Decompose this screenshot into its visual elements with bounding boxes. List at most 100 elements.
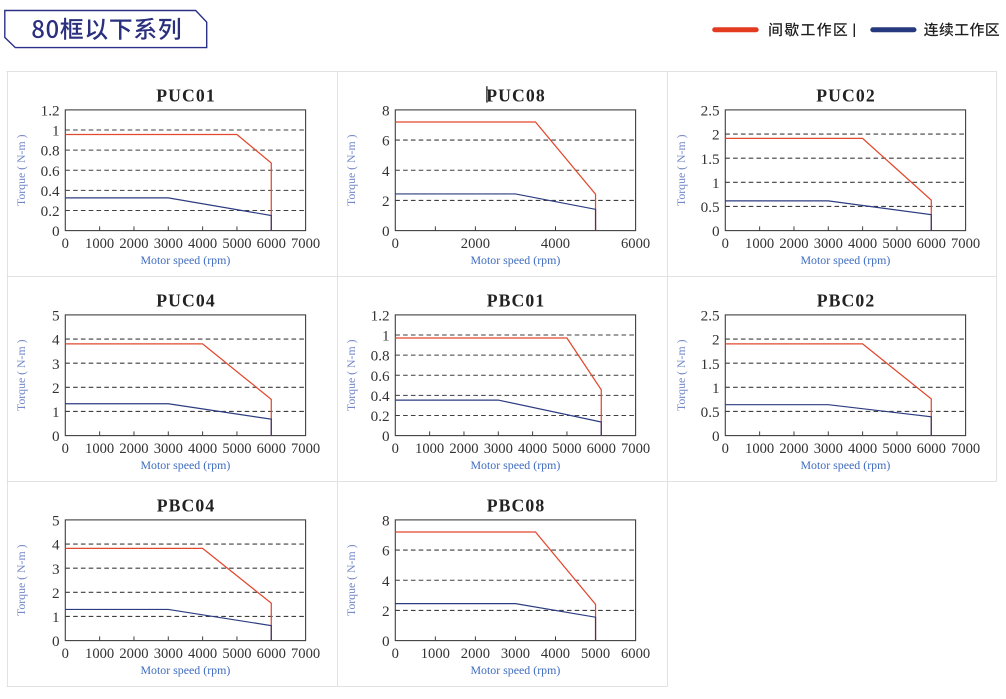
svg-text:3000: 3000 [154,236,183,252]
svg-text:2000: 2000 [449,441,478,457]
svg-text:2.5: 2.5 [701,308,720,325]
svg-text:4: 4 [52,332,60,349]
svg-text:0: 0 [62,646,69,662]
svg-text:PUC04: PUC04 [156,290,216,310]
svg-text:6000: 6000 [917,441,946,457]
svg-text:0: 0 [382,428,390,445]
svg-text:PUC02: PUC02 [816,85,876,105]
svg-text:Torque ( N-m ): Torque ( N-m ) [344,134,358,206]
svg-text:7000: 7000 [951,441,980,457]
svg-text:0.4: 0.4 [371,388,390,405]
svg-text:6: 6 [382,543,390,560]
svg-text:5000: 5000 [882,236,911,252]
svg-text:2000: 2000 [119,441,148,457]
svg-text:3000: 3000 [484,441,513,457]
svg-text:4000: 4000 [188,236,217,252]
svg-text:Torque ( N-m ): Torque ( N-m ) [14,339,28,411]
svg-text:0: 0 [52,223,60,240]
svg-text:3000: 3000 [501,646,530,662]
svg-text:0: 0 [382,633,390,650]
svg-text:0: 0 [392,646,399,662]
svg-text:Motor speed (rpm): Motor speed (rpm) [800,253,890,267]
svg-text:1000: 1000 [745,441,774,457]
svg-text:1000: 1000 [415,441,444,457]
svg-text:Motor speed (rpm): Motor speed (rpm) [470,253,560,267]
svg-text:4000: 4000 [188,441,217,457]
svg-text:Motor speed (rpm): Motor speed (rpm) [140,663,230,677]
svg-text:3: 3 [52,356,60,373]
svg-text:7000: 7000 [291,646,320,662]
svg-text:Torque ( N-m ): Torque ( N-m ) [674,134,688,206]
svg-text:2000: 2000 [461,236,490,252]
svg-text:4000: 4000 [541,646,570,662]
svg-text:Torque ( N-m ): Torque ( N-m ) [14,134,28,206]
svg-text:0.5: 0.5 [701,199,720,216]
svg-text:1000: 1000 [85,441,114,457]
svg-text:1.5: 1.5 [701,151,720,168]
svg-text:1.2: 1.2 [41,103,60,120]
svg-text:3000: 3000 [154,646,183,662]
svg-text:Motor speed (rpm): Motor speed (rpm) [470,458,560,472]
svg-text:7000: 7000 [621,441,650,457]
svg-text:0.8: 0.8 [41,143,60,160]
svg-text:Motor speed (rpm): Motor speed (rpm) [140,253,230,267]
svg-text:0.2: 0.2 [371,408,390,425]
svg-text:PBC04: PBC04 [157,495,216,515]
svg-text:4: 4 [382,163,390,180]
svg-text:3: 3 [52,561,60,578]
svg-text:0: 0 [392,236,399,252]
svg-text:1: 1 [52,609,60,626]
svg-text:6000: 6000 [621,236,650,252]
svg-text:4: 4 [52,537,60,554]
svg-text:2000: 2000 [119,646,148,662]
svg-text:6000: 6000 [257,441,286,457]
svg-text:5000: 5000 [222,236,251,252]
svg-text:PBC02: PBC02 [817,290,876,310]
svg-text:0: 0 [52,428,60,445]
svg-text:7000: 7000 [951,236,980,252]
svg-text:2: 2 [382,193,390,210]
svg-text:5000: 5000 [581,646,610,662]
svg-text:6000: 6000 [587,441,616,457]
svg-text:6000: 6000 [257,236,286,252]
svg-text:Torque ( N-m ): Torque ( N-m ) [344,339,358,411]
svg-text:7000: 7000 [291,441,320,457]
svg-text:4000: 4000 [188,646,217,662]
svg-text:5000: 5000 [882,441,911,457]
svg-text:1: 1 [382,328,390,345]
svg-text:4000: 4000 [848,236,877,252]
svg-text:Torque ( N-m ): Torque ( N-m ) [14,544,28,616]
svg-text:1.5: 1.5 [701,356,720,373]
svg-text:7000: 7000 [291,236,320,252]
svg-text:2: 2 [712,332,720,349]
svg-text:2: 2 [712,127,720,144]
svg-text:6000: 6000 [621,646,650,662]
svg-text:5000: 5000 [222,441,251,457]
svg-text:1000: 1000 [85,646,114,662]
svg-text:1000: 1000 [421,646,450,662]
svg-text:0: 0 [722,441,729,457]
svg-text:1000: 1000 [745,236,774,252]
svg-text:0.5: 0.5 [701,404,720,421]
svg-text:PBC01: PBC01 [487,290,546,310]
svg-text:Motor speed (rpm): Motor speed (rpm) [140,458,230,472]
svg-text:1000: 1000 [85,236,114,252]
svg-text:5: 5 [52,308,60,325]
svg-text:5000: 5000 [222,646,251,662]
svg-text:8: 8 [382,513,390,530]
svg-text:PUC08: PUC08 [486,85,546,105]
svg-text:0.4: 0.4 [41,183,60,200]
svg-text:0.2: 0.2 [41,203,60,220]
svg-text:2: 2 [52,585,60,602]
svg-text:0: 0 [722,236,729,252]
svg-text:0: 0 [52,633,60,650]
svg-text:PUC01: PUC01 [156,85,216,105]
svg-text:2000: 2000 [119,236,148,252]
svg-text:0: 0 [62,236,69,252]
svg-text:Torque ( N-m ): Torque ( N-m ) [344,544,358,616]
svg-text:0: 0 [712,223,720,240]
svg-text:1: 1 [52,123,60,140]
svg-text:3000: 3000 [154,441,183,457]
svg-text:6: 6 [382,133,390,150]
svg-text:6000: 6000 [257,646,286,662]
